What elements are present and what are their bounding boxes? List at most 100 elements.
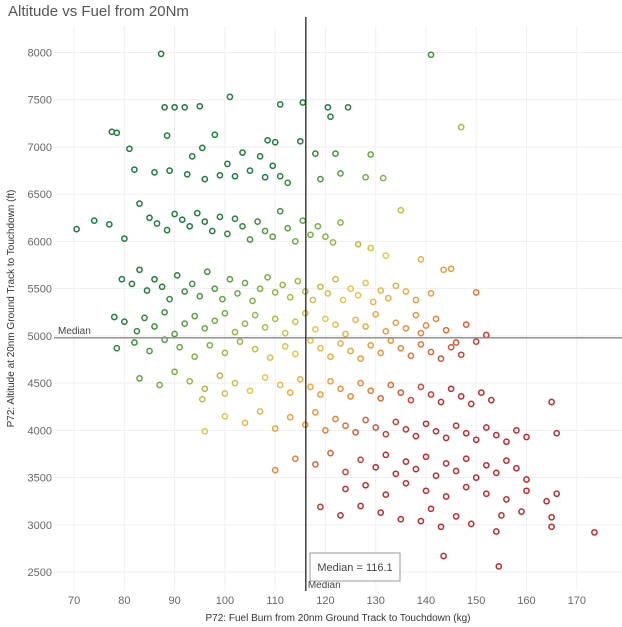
data-point [347, 285, 354, 293]
data-point [477, 389, 485, 396]
data-point [113, 344, 121, 352]
data-point [317, 175, 324, 183]
data-point [427, 348, 435, 356]
data-point [402, 288, 410, 295]
data-point [472, 474, 480, 481]
data-point [357, 355, 364, 362]
data-point [347, 347, 354, 355]
data-point [482, 331, 490, 339]
data-point [382, 491, 390, 498]
median-tooltip: Median = 116.1 [309, 552, 401, 582]
data-point [412, 465, 420, 473]
data-point [503, 438, 510, 446]
data-point [121, 235, 128, 242]
data-point [462, 455, 470, 463]
data-point [447, 343, 455, 351]
y-tick-label: 6000 [28, 236, 52, 248]
data-point [337, 340, 344, 347]
data-point [332, 321, 339, 328]
data-point [118, 275, 126, 283]
y-tick-label: 3000 [28, 520, 52, 532]
data-point [224, 160, 231, 168]
data-point [492, 528, 500, 535]
data-point [151, 169, 158, 176]
data-point [347, 393, 354, 400]
data-point [492, 469, 500, 477]
data-point [548, 398, 555, 406]
data-point [337, 219, 344, 226]
data-point [256, 153, 264, 160]
median-x-label: Median [308, 580, 341, 591]
data-point [73, 225, 80, 233]
data-point [372, 424, 380, 431]
data-point [186, 222, 194, 230]
data-point [422, 453, 430, 461]
data-point [231, 379, 239, 387]
y-tick-label: 4500 [28, 378, 52, 390]
data-point [312, 409, 319, 416]
data-point [317, 391, 324, 398]
reference-lines: Median Median [54, 17, 622, 591]
data-point [201, 427, 209, 435]
data-point [467, 400, 475, 408]
data-point [286, 293, 294, 301]
data-point [226, 275, 234, 283]
data-point [171, 103, 178, 111]
y-tick-label: 8000 [28, 47, 52, 59]
data-point [452, 467, 460, 475]
data-point [239, 149, 246, 156]
data-point [271, 289, 279, 296]
data-point [158, 283, 166, 291]
data-point [482, 461, 490, 469]
data-point [90, 217, 98, 224]
data-point [377, 509, 385, 516]
data-point [357, 502, 364, 510]
data-point [322, 233, 329, 241]
data-point [513, 427, 520, 434]
data-point [337, 512, 344, 519]
data-point [442, 460, 450, 467]
data-point [457, 123, 465, 131]
data-point [153, 220, 161, 227]
data-point [447, 385, 455, 393]
x-tick-label: 90 [169, 595, 181, 607]
data-point [452, 422, 460, 430]
data-point [178, 216, 186, 224]
data-point [151, 323, 158, 330]
data-point [344, 103, 352, 111]
x-tick-label: 130 [367, 595, 385, 607]
y-tick-label: 2500 [28, 567, 52, 579]
data-point [188, 280, 196, 288]
data-point [241, 279, 249, 287]
data-point [201, 218, 209, 225]
data-point [236, 338, 244, 345]
data-point [231, 328, 239, 336]
data-point [417, 341, 425, 348]
data-point [317, 344, 324, 352]
data-point [402, 458, 410, 465]
data-point [427, 391, 435, 398]
data-point [264, 273, 271, 281]
data-point [407, 396, 415, 404]
data-point [193, 209, 201, 217]
data-point [402, 426, 410, 433]
data-point [216, 213, 224, 221]
data-point [324, 290, 332, 297]
data-point [166, 295, 173, 303]
data-point [284, 224, 292, 232]
data-point [432, 315, 440, 323]
data-point [379, 174, 387, 182]
data-point [276, 172, 284, 180]
data-point [332, 275, 339, 283]
data-point [492, 431, 500, 439]
data-point [196, 292, 204, 300]
data-point [327, 449, 334, 457]
data-point [146, 347, 153, 355]
data-point [462, 429, 470, 437]
data-point [437, 355, 445, 362]
data-point [269, 162, 277, 170]
data-point [291, 318, 299, 326]
data-point [417, 256, 425, 263]
data-point [427, 505, 435, 513]
data-point [256, 408, 264, 415]
